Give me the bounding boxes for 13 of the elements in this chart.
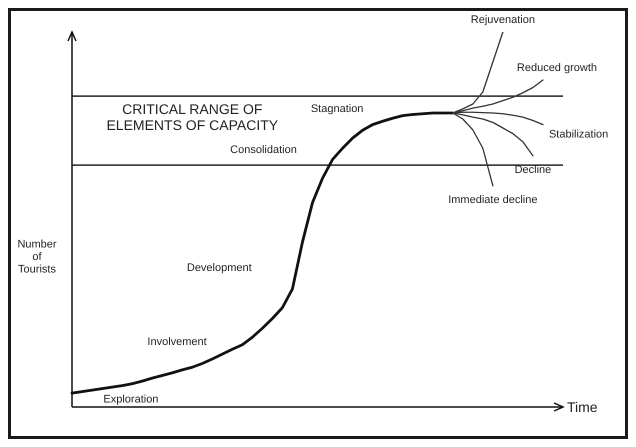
series-label: Immediate decline <box>448 194 538 206</box>
annotation: Involvement <box>147 336 207 348</box>
x-axis-title: Time <box>567 399 598 415</box>
series-label: Decline <box>514 164 552 176</box>
annotation: CRITICAL RANGE OF ELEMENTS OF CAPACITY <box>106 101 279 134</box>
series-label: Stabilization <box>548 128 608 141</box>
annotation: Development <box>186 262 252 274</box>
y-axis-title: Number of Tourists <box>17 238 57 276</box>
series-label: Rejuvenation <box>470 14 535 26</box>
annotation: Exploration <box>103 394 158 406</box>
annotation: Stagnation <box>310 102 364 115</box>
annotation: Consolidation <box>230 144 297 156</box>
series-label: Reduced growth <box>516 62 598 74</box>
